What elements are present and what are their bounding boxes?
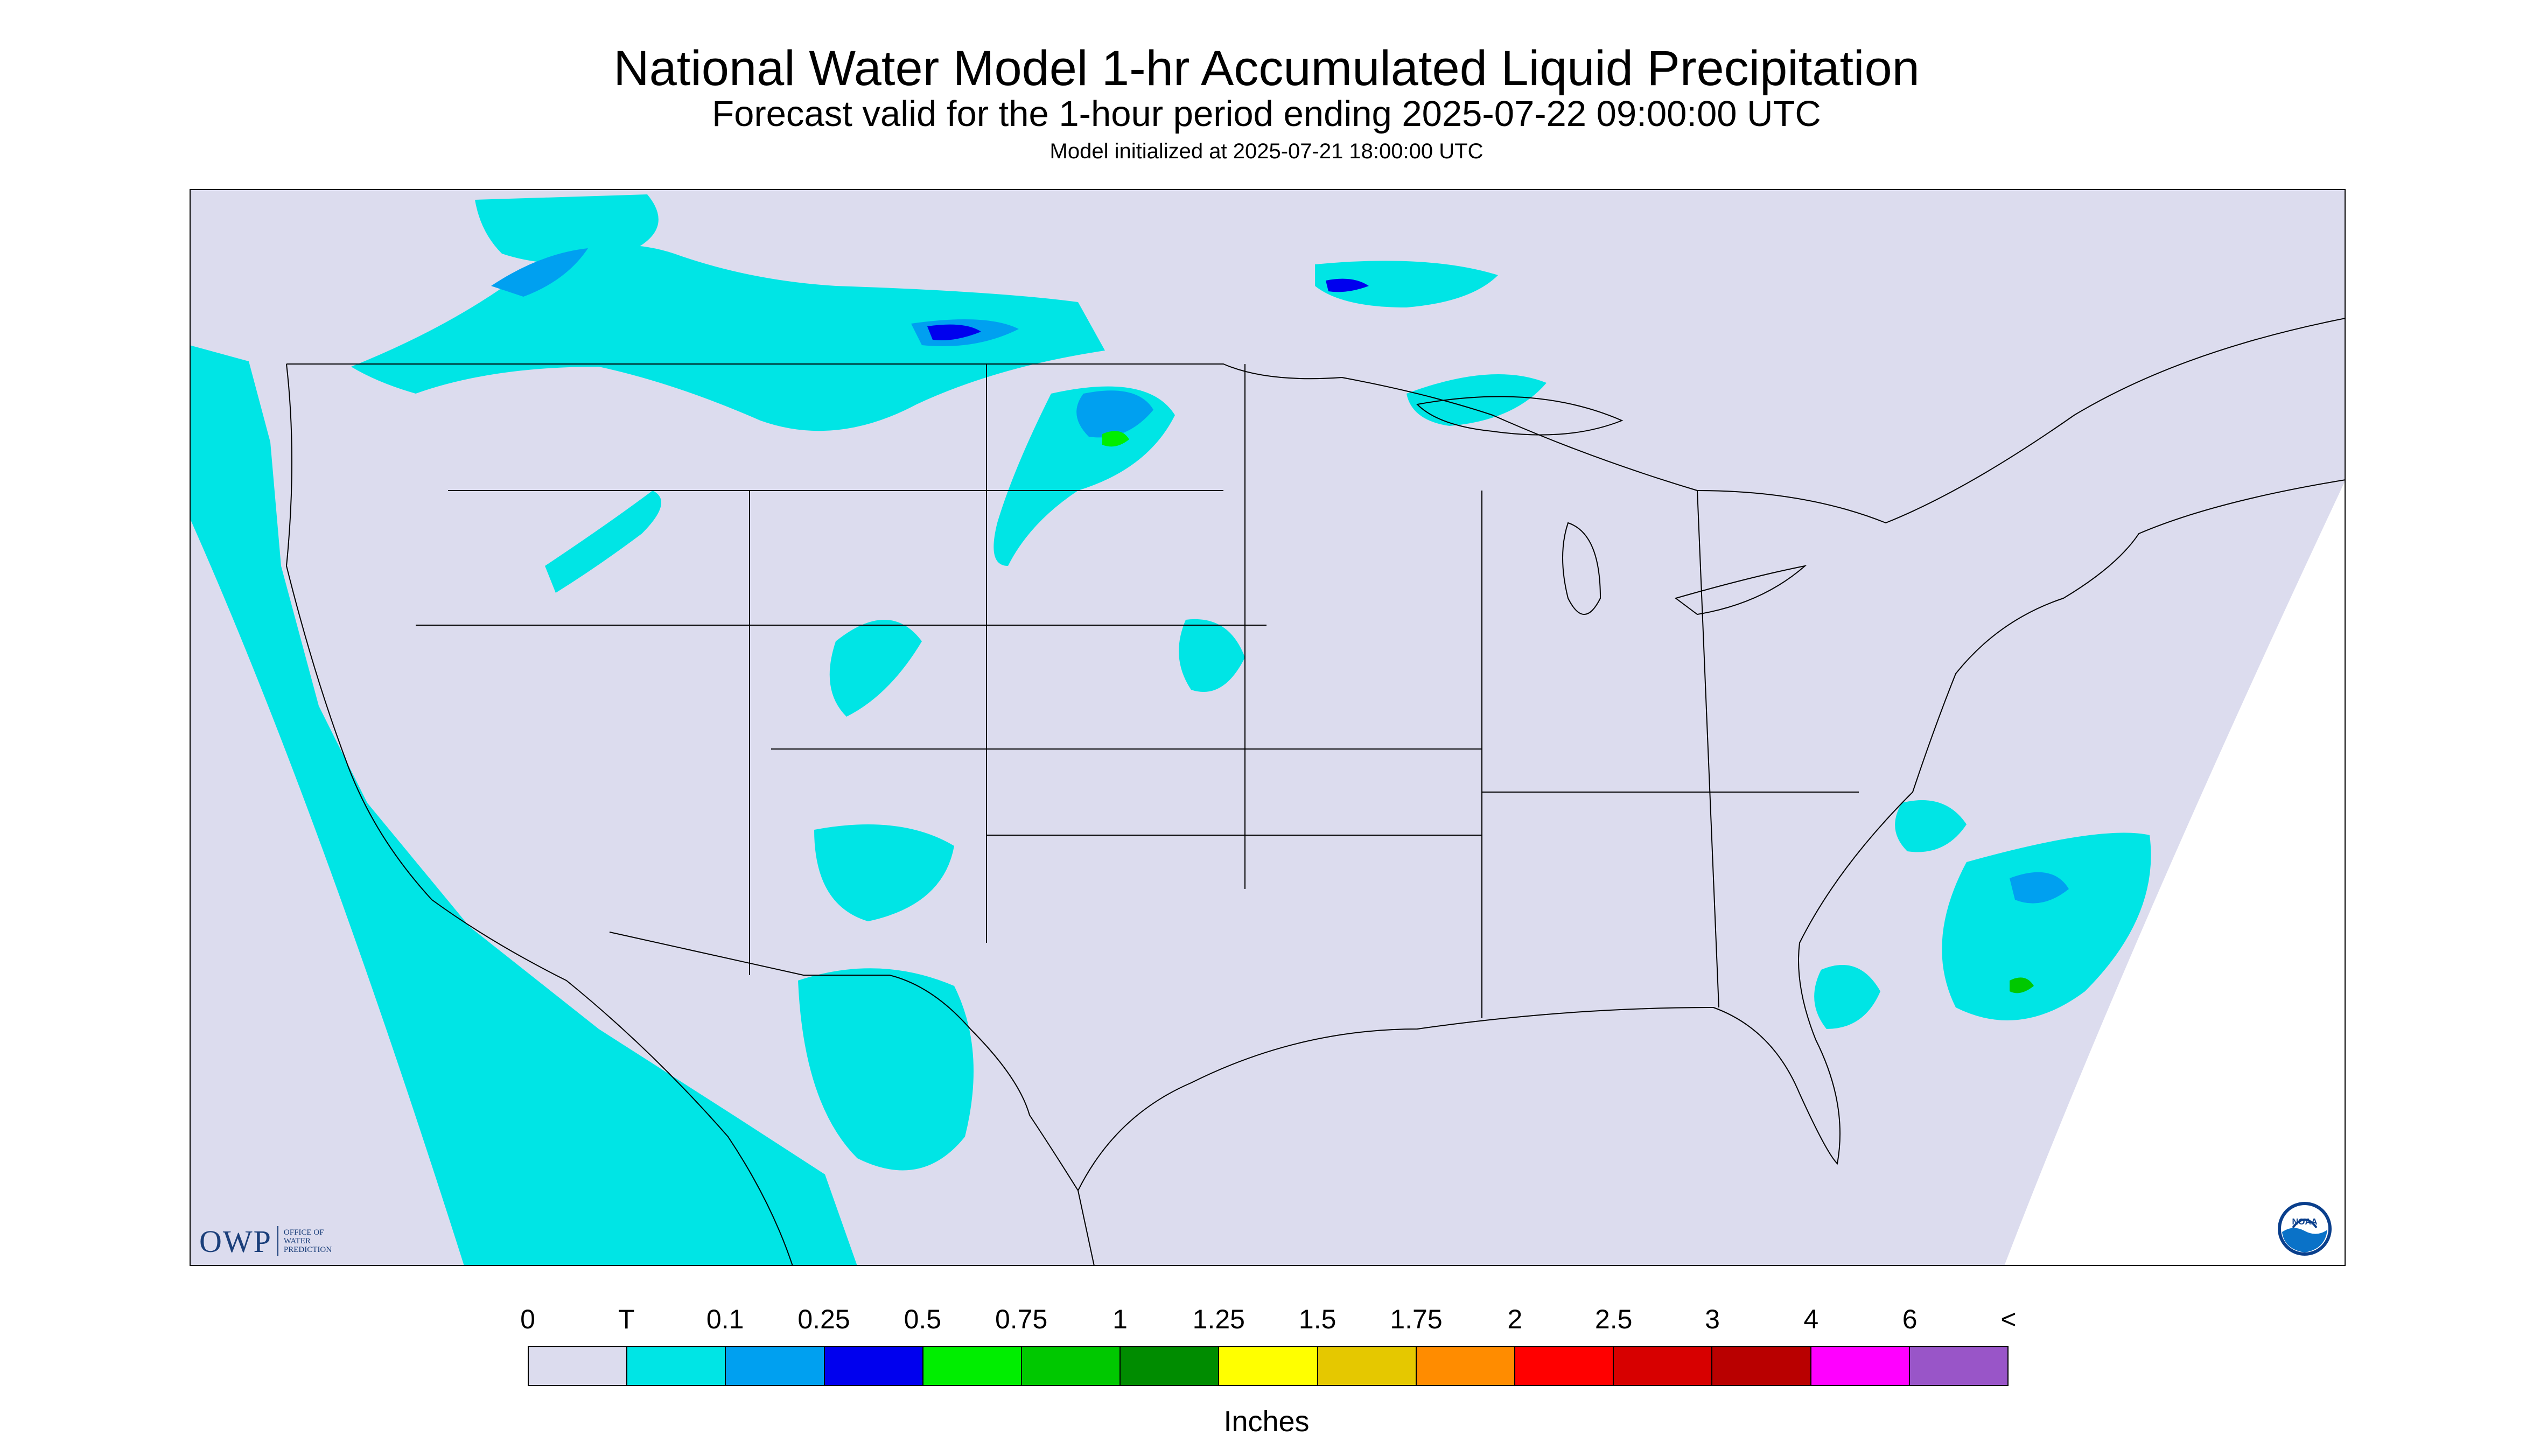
precip-light-dakota — [1076, 390, 1153, 438]
legend-tick-label: 2 — [1507, 1304, 1523, 1334]
legend-tick-label: 1.75 — [1390, 1304, 1443, 1334]
precip-heavy-atlantic — [2010, 977, 2034, 993]
border-us-mexico — [609, 932, 1095, 1266]
legend-swatch — [1811, 1347, 1910, 1385]
precip-light-atlantic — [2010, 872, 2069, 904]
legend-tick-label: 0.75 — [995, 1304, 1048, 1334]
precip-mexico-north — [798, 968, 974, 1171]
legend-swatch — [1614, 1347, 1713, 1385]
legend-tick-label: 1 — [1112, 1304, 1128, 1334]
legend-tick-label: 0 — [520, 1304, 535, 1334]
lake-erie — [1674, 565, 1807, 615]
precip-new-mexico — [814, 824, 954, 921]
precip-kansas — [1179, 619, 1245, 692]
precipitation-map — [190, 189, 2346, 1266]
lake-michigan — [1562, 522, 1601, 615]
owp-logo-divider — [277, 1226, 278, 1256]
precip-pacific-coast — [190, 351, 233, 415]
legend-tick-label: < — [2000, 1304, 2017, 1334]
owp-logo-line: WATER — [283, 1237, 311, 1245]
legend-swatch — [824, 1347, 923, 1385]
precip-moderate-ontario — [1326, 278, 1369, 292]
legend-swatch — [726, 1347, 825, 1385]
precip-northern-band — [351, 245, 1105, 431]
legend-swatch — [1416, 1347, 1516, 1385]
noaa-logo-icon: NOAA — [2277, 1201, 2333, 1257]
precip-ontario — [1315, 261, 1498, 307]
precip-moderate-montana — [927, 324, 981, 340]
legend-swatch — [1318, 1347, 1417, 1385]
legend-swatch — [1121, 1347, 1220, 1385]
precip-idaho — [545, 491, 661, 593]
coastline-west — [285, 363, 793, 1266]
precip-heavy-dakota — [1102, 431, 1129, 447]
legend-swatch — [923, 1347, 1023, 1385]
precip-great-lakes — [1407, 374, 1547, 426]
owp-logo-line: PREDICTION — [283, 1245, 332, 1254]
model-init-text: Model initialized at 2025-07-21 18:00:00… — [1049, 139, 1484, 163]
precip-dakotas — [993, 386, 1175, 566]
owp-logo-line: OFFICE OF — [283, 1228, 324, 1237]
legend-units: Inches — [1223, 1405, 1310, 1438]
map-title: National Water Model 1-hr Accumulated Li… — [613, 41, 1920, 96]
legend-tick-labels: 0 T 0.1 0.25 0.5 0.75 1 1.25 1.5 1.75 2 2.5 3 4 6 < — [520, 1303, 2017, 1335]
legend-swatch — [1022, 1347, 1121, 1385]
legend-swatch — [1909, 1347, 2008, 1385]
coastline-gulf-atlantic — [1077, 479, 2346, 1191]
owp-logo-mark: OWP — [199, 1223, 272, 1259]
precip-light-washington — [491, 248, 588, 297]
legend-tick-label: 1.5 — [1298, 1304, 1337, 1334]
lake-superior — [1416, 396, 1624, 436]
border-us-canada — [286, 318, 2346, 524]
legend-tick-label: 1.25 — [1192, 1304, 1245, 1334]
legend-tick-label: 3 — [1705, 1304, 1720, 1334]
owp-logo: OWP OFFICE OF WATER PREDICTION — [199, 1222, 332, 1260]
legend-tick-label: 0.25 — [797, 1304, 850, 1334]
legend-swatch — [1515, 1347, 1614, 1385]
precip-colorado — [829, 620, 922, 717]
political-boundaries — [285, 318, 2346, 1266]
legend-tick-label: 4 — [1803, 1304, 1819, 1334]
precip-pacific-swath — [190, 345, 857, 1266]
legend-swatch — [627, 1347, 726, 1385]
legend-swatch — [1219, 1347, 1318, 1385]
precip-florida-offshore — [1814, 965, 1880, 1029]
outside-domain-east — [2004, 480, 2346, 1266]
precip-canada-north — [475, 194, 659, 263]
legend-tick-label: 0.1 — [706, 1304, 744, 1334]
legend-tick-label: 0.5 — [904, 1304, 942, 1334]
legend-swatch — [1712, 1347, 1811, 1385]
state-lines — [416, 364, 1859, 1018]
precip-north-carolina — [1895, 800, 1967, 852]
map-subtitle: Forecast valid for the 1-hour period end… — [712, 94, 1821, 134]
noaa-logo-label: NOAA — [2292, 1217, 2318, 1227]
precip-atlantic — [1942, 832, 2151, 1020]
legend-swatch — [529, 1347, 628, 1385]
legend-tick-label: 2.5 — [1594, 1304, 1633, 1334]
map-frame — [190, 189, 2346, 1266]
legend-tick-label: T — [618, 1304, 635, 1334]
legend-tick-label: 6 — [1902, 1304, 1918, 1334]
owp-logo-text: OFFICE OF WATER PREDICTION — [284, 1228, 332, 1254]
legend-colorbar — [528, 1346, 2009, 1386]
